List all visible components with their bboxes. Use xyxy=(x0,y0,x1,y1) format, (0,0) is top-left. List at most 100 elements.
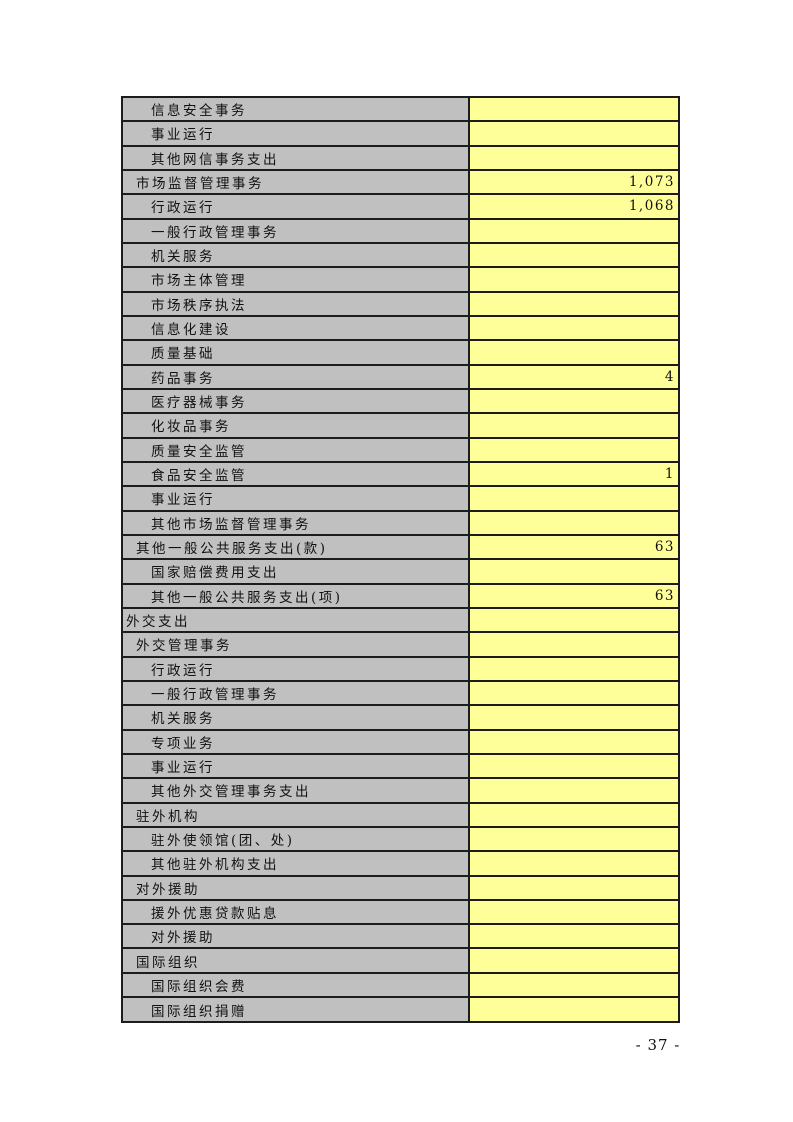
row-label-cell: 驻外使领馆(团、处) xyxy=(121,825,470,853)
row-label-cell: 一般行政管理事务 xyxy=(121,679,470,707)
table-row: 国际组织 xyxy=(121,947,680,974)
row-label-cell: 化妆品事务 xyxy=(121,412,470,439)
row-label-cell: 机关服务 xyxy=(121,704,470,731)
row-value-cell xyxy=(468,436,680,463)
row-value-cell xyxy=(468,606,680,634)
table-row: 外交支出 xyxy=(121,606,680,634)
row-value-cell: 1 xyxy=(468,460,680,488)
table-row: 国家赔偿费用支出 xyxy=(121,558,680,585)
budget-table-body: 信息安全事务 事业运行 其他网信事务支出 市场监督管理事务 1,073 行政运行 1,068… xyxy=(121,95,680,1023)
row-value-cell xyxy=(468,241,680,269)
row-value-cell xyxy=(468,144,680,171)
row-value-cell xyxy=(468,485,680,512)
row-label-cell: 对外援助 xyxy=(121,874,470,901)
table-row: 其他一般公共服务支出(项) 63 xyxy=(121,582,680,609)
row-value-cell xyxy=(468,996,680,1023)
row-value-cell xyxy=(468,947,680,974)
row-label-cell: 信息化建设 xyxy=(121,314,470,342)
table-row: 一般行政管理事务 xyxy=(121,217,680,244)
table-row: 援外优惠贷款贴息 xyxy=(121,898,680,926)
row-value-cell xyxy=(468,509,680,536)
row-label-cell: 行政运行 xyxy=(121,655,470,682)
row-label-cell: 其他市场监督管理事务 xyxy=(121,509,470,536)
row-value-cell xyxy=(468,728,680,755)
row-value-cell xyxy=(468,679,680,707)
row-label-cell: 医疗器械事务 xyxy=(121,387,470,415)
table-row: 事业运行 xyxy=(121,485,680,512)
table-row: 化妆品事务 xyxy=(121,412,680,439)
table-row: 事业运行 xyxy=(121,120,680,147)
row-label-cell: 国际组织会费 xyxy=(121,971,470,999)
row-value-cell: 4 xyxy=(468,363,680,390)
table-row: 驻外使领馆(团、处) xyxy=(121,825,680,853)
row-label-cell: 质量基础 xyxy=(121,339,470,366)
table-row: 对外援助 xyxy=(121,874,680,901)
row-value-cell xyxy=(468,217,680,244)
table-row: 质量安全监管 xyxy=(121,436,680,463)
row-label-cell: 国家赔偿费用支出 xyxy=(121,558,470,585)
row-value-cell xyxy=(468,704,680,731)
table-row: 事业运行 xyxy=(121,752,680,780)
table-row: 其他外交管理事务支出 xyxy=(121,777,680,804)
row-value-cell xyxy=(468,752,680,780)
row-value-cell: 1,073 xyxy=(468,168,680,196)
row-value-cell xyxy=(468,120,680,147)
row-label-cell: 其他一般公共服务支出(款) xyxy=(121,533,470,561)
row-value-cell xyxy=(468,290,680,317)
row-label-cell: 其他外交管理事务支出 xyxy=(121,777,470,804)
table-row: 行政运行 xyxy=(121,655,680,682)
table-row: 国际组织捐赠 xyxy=(121,996,680,1023)
row-value-cell xyxy=(468,874,680,901)
row-value-cell: 1,068 xyxy=(468,193,680,220)
row-value-cell xyxy=(468,923,680,950)
row-value-cell xyxy=(468,825,680,853)
row-value-cell xyxy=(468,314,680,342)
row-label-cell: 事业运行 xyxy=(121,120,470,147)
row-label-cell: 外交管理事务 xyxy=(121,631,470,658)
row-value-cell xyxy=(468,95,680,123)
row-label-cell: 食品安全监管 xyxy=(121,460,470,488)
table-row: 医疗器械事务 xyxy=(121,387,680,415)
row-value-cell xyxy=(468,850,680,877)
row-value-cell xyxy=(468,898,680,926)
row-label-cell: 其他驻外机构支出 xyxy=(121,850,470,877)
table-row: 信息化建设 xyxy=(121,314,680,342)
row-label-cell: 事业运行 xyxy=(121,485,470,512)
table-row: 行政运行 1,068 xyxy=(121,193,680,220)
row-label-cell: 专项业务 xyxy=(121,728,470,755)
row-label-cell: 市场监督管理事务 xyxy=(121,168,470,196)
row-label-cell: 外交支出 xyxy=(121,606,470,634)
table-row: 市场监督管理事务 1,073 xyxy=(121,168,680,196)
row-label-cell: 信息安全事务 xyxy=(121,95,470,123)
table-row: 机关服务 xyxy=(121,704,680,731)
row-label-cell: 其他网信事务支出 xyxy=(121,144,470,171)
row-label-cell: 一般行政管理事务 xyxy=(121,217,470,244)
row-label-cell: 援外优惠贷款贴息 xyxy=(121,898,470,926)
row-value-cell xyxy=(468,266,680,293)
table-row: 其他驻外机构支出 xyxy=(121,850,680,877)
row-label-cell: 市场主体管理 xyxy=(121,266,470,293)
table-row: 国际组织会费 xyxy=(121,971,680,999)
table-row: 外交管理事务 xyxy=(121,631,680,658)
table-row: 市场秩序执法 xyxy=(121,290,680,317)
table-row: 药品事务 4 xyxy=(121,363,680,390)
row-value-cell xyxy=(468,412,680,439)
table-row: 质量基础 xyxy=(121,339,680,366)
page-number: - 37 - xyxy=(635,1036,681,1054)
row-label-cell: 市场秩序执法 xyxy=(121,290,470,317)
budget-table: 信息安全事务 事业运行 其他网信事务支出 市场监督管理事务 1,073 行政运行 1,068… xyxy=(121,95,680,1023)
row-value-cell xyxy=(468,971,680,999)
table-row: 驻外机构 xyxy=(121,801,680,828)
row-label-cell: 行政运行 xyxy=(121,193,470,220)
table-row: 食品安全监管 1 xyxy=(121,460,680,488)
row-value-cell xyxy=(468,801,680,828)
table-row: 一般行政管理事务 xyxy=(121,679,680,707)
row-value-cell xyxy=(468,387,680,415)
row-label-cell: 质量安全监管 xyxy=(121,436,470,463)
row-value-cell xyxy=(468,558,680,585)
row-label-cell: 驻外机构 xyxy=(121,801,470,828)
table-row: 机关服务 xyxy=(121,241,680,269)
row-label-cell: 其他一般公共服务支出(项) xyxy=(121,582,470,609)
row-value-cell: 63 xyxy=(468,533,680,561)
row-value-cell xyxy=(468,631,680,658)
